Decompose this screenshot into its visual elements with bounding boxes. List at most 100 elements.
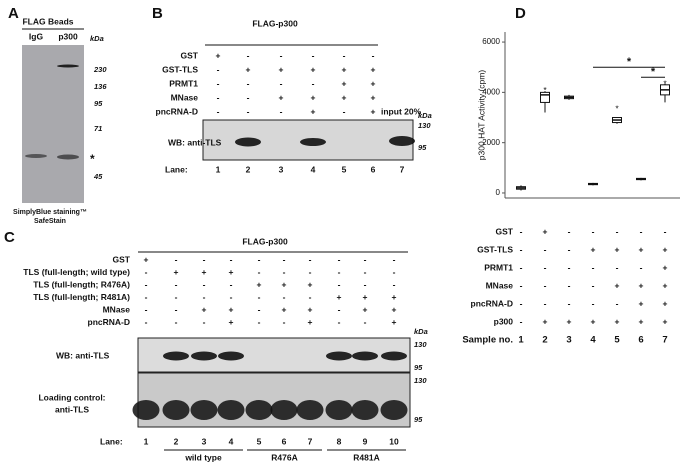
sign: - [544, 280, 547, 290]
sign: + [371, 106, 376, 116]
sign: + [342, 64, 347, 74]
sign: - [372, 50, 375, 60]
group-label: R481A [353, 452, 379, 462]
marker: 95 [414, 363, 423, 372]
row-label: PRMT1 [484, 262, 513, 272]
sign: - [258, 317, 261, 327]
sign: - [520, 262, 523, 272]
sign: + [639, 244, 644, 254]
lane-number: 3 [202, 436, 207, 446]
band [351, 400, 379, 420]
marker: 95 [418, 143, 427, 152]
x-tick-label: 6 [638, 335, 643, 346]
sign: + [311, 64, 316, 74]
caption: SimplyBlue staining™ [13, 209, 87, 216]
sign: + [639, 298, 644, 308]
sign: - [568, 244, 571, 254]
y-tick-label: 0 [496, 188, 501, 197]
band [57, 64, 79, 68]
sign: + [392, 317, 397, 327]
band [325, 400, 353, 420]
row-label: GST [496, 226, 514, 236]
sign: - [338, 304, 341, 314]
lane-number: 6 [282, 436, 287, 446]
sign: + [543, 316, 548, 326]
sign: - [520, 244, 523, 254]
sign: - [592, 298, 595, 308]
x-tick-label: 5 [614, 335, 620, 346]
header: FLAG-p300 [252, 18, 298, 28]
sign: + [342, 78, 347, 88]
sign: - [203, 254, 206, 264]
band [235, 137, 261, 147]
sign: - [203, 317, 206, 327]
lane-label: p300 [58, 31, 78, 41]
row-label: TLS (full-length; wild type) [23, 267, 130, 277]
band [25, 154, 47, 158]
band [191, 351, 217, 361]
sign: - [364, 317, 367, 327]
sign: - [343, 106, 346, 116]
sign: - [393, 279, 396, 289]
band [217, 400, 245, 420]
x-tick-label: 1 [518, 335, 524, 346]
sign: - [217, 64, 220, 74]
sign: - [175, 279, 178, 289]
sign: - [640, 262, 643, 272]
sign: - [258, 304, 261, 314]
sign: - [393, 267, 396, 277]
lane-number: 1 [216, 164, 221, 174]
sign: + [282, 279, 287, 289]
sign: - [175, 292, 178, 302]
lane-number: 9 [363, 436, 368, 446]
sign: - [247, 106, 250, 116]
lane-number: 6 [371, 164, 376, 174]
sign: - [592, 226, 595, 236]
sign: + [371, 92, 376, 102]
sign: - [364, 267, 367, 277]
row-label: PRMT1 [169, 78, 198, 88]
sign: + [663, 298, 668, 308]
sign: - [568, 262, 571, 272]
blot-label: WB: anti-TLS [168, 137, 222, 147]
marker: 136 [94, 82, 107, 91]
sign: - [283, 254, 286, 264]
sign: - [258, 292, 261, 302]
header: FLAG Beads [22, 16, 73, 26]
sign: - [203, 292, 206, 302]
sign: - [217, 106, 220, 116]
sign: - [283, 317, 286, 327]
row-label: TLS (full-length; R481A) [33, 292, 130, 302]
blot-label: Loading control: [38, 392, 105, 402]
band [296, 400, 324, 420]
sign: - [175, 317, 178, 327]
band [132, 400, 160, 420]
sign: + [639, 316, 644, 326]
row-label: pncRNA-D [471, 298, 514, 308]
outlier: * [615, 104, 619, 114]
blot-label: anti-TLS [55, 404, 89, 414]
unit: kDa [418, 111, 432, 120]
sign: - [312, 78, 315, 88]
marker: 95 [94, 99, 103, 108]
marker: 130 [414, 376, 427, 385]
box [540, 91, 550, 103]
lane-number: 7 [400, 164, 405, 174]
sign: + [663, 280, 668, 290]
row-label: MNase [486, 280, 514, 290]
band [389, 136, 415, 146]
sign: - [568, 226, 571, 236]
sign: + [229, 317, 234, 327]
sign: + [279, 64, 284, 74]
lane-number: 7 [308, 436, 313, 446]
sign: + [279, 92, 284, 102]
lane-number: 10 [389, 436, 399, 446]
outlier: * [663, 79, 667, 89]
sign: - [393, 254, 396, 264]
sign: - [616, 226, 619, 236]
row-label: MNase [103, 304, 131, 314]
sign: + [229, 304, 234, 314]
sign: + [392, 292, 397, 302]
marker: 45 [93, 172, 103, 181]
sign: - [616, 262, 619, 272]
